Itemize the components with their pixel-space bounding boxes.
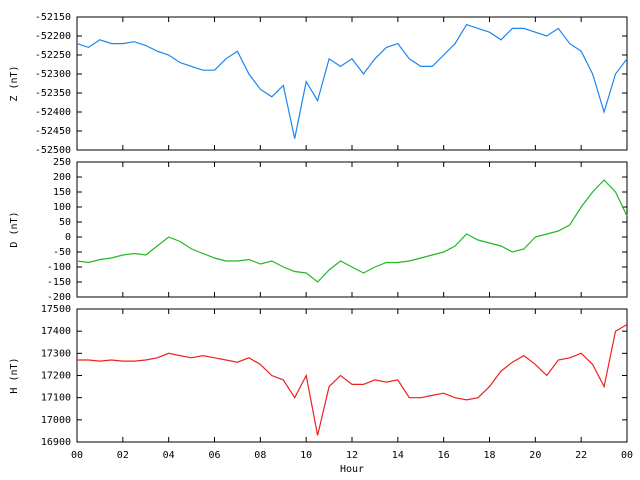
data-line: [76, 23, 628, 139]
y-axis-label: H (nT): [9, 357, 20, 393]
y-tick-label: 17200: [41, 371, 71, 382]
y-tick-label: -52500: [35, 145, 71, 156]
y-tick-label: 250: [53, 157, 71, 168]
y-tick-label: -200: [47, 292, 71, 303]
x-axis-label: Hour: [340, 464, 364, 475]
x-tick-label: 10: [300, 450, 312, 461]
y-tick-label: 16900: [41, 437, 71, 448]
y-tick-label: -52200: [35, 31, 71, 42]
y-tick-label: 17400: [41, 326, 71, 337]
x-tick-label: 16: [438, 450, 450, 461]
x-tick-label: 06: [208, 450, 220, 461]
y-tick-label: 0: [65, 232, 71, 243]
x-tick-label: 00: [621, 450, 633, 461]
plot-frame: [76, 308, 628, 443]
y-tick-label: 150: [53, 187, 71, 198]
plot-frame: [76, 16, 628, 151]
y-tick-label: -52250: [35, 50, 71, 61]
y-tick-label: -52400: [35, 107, 71, 118]
y-tick-label: -150: [47, 277, 71, 288]
y-tick-label: -52450: [35, 126, 71, 137]
y-tick-label: -52300: [35, 69, 71, 80]
x-tick-label: 00: [71, 450, 83, 461]
data-line: [76, 179, 628, 283]
y-tick-label: -52150: [35, 12, 71, 23]
x-tick-label: 18: [483, 450, 495, 461]
data-line: [77, 323, 628, 436]
y-axis-label: Z (nT): [9, 65, 20, 101]
x-tick-label: 04: [163, 450, 175, 461]
y-tick-label: -50: [53, 247, 71, 258]
y-tick-label: -100: [47, 262, 71, 273]
x-tick-label: 14: [392, 450, 404, 461]
y-tick-label: -52350: [35, 88, 71, 99]
y-tick-label: 17300: [41, 348, 71, 359]
y-tick-label: 17500: [41, 304, 71, 315]
x-tick-label: 02: [117, 450, 129, 461]
y-tick-label: 17100: [41, 393, 71, 404]
x-tick-label: 20: [529, 450, 541, 461]
x-tick-label: 08: [254, 450, 266, 461]
y-tick-label: 200: [53, 172, 71, 183]
x-tick-label: 12: [346, 450, 358, 461]
x-tick-label: 22: [575, 450, 587, 461]
y-tick-label: 100: [53, 202, 71, 213]
y-axis-label: D (nT): [9, 211, 20, 247]
plot-frame: [76, 161, 628, 298]
y-tick-label: 50: [59, 217, 71, 228]
y-tick-label: 17000: [41, 415, 71, 426]
